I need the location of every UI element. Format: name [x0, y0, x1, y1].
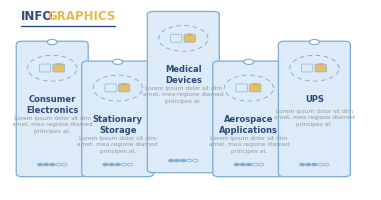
FancyBboxPatch shape	[118, 84, 130, 92]
Circle shape	[56, 163, 61, 166]
Circle shape	[50, 163, 55, 166]
FancyBboxPatch shape	[184, 34, 195, 42]
FancyBboxPatch shape	[253, 83, 257, 85]
Circle shape	[168, 159, 174, 162]
Circle shape	[187, 159, 192, 162]
Text: UPS: UPS	[305, 95, 324, 104]
Text: Lorem ipsum dolor sit dim
amet, mea regione diamed
principes at.: Lorem ipsum dolor sit dim amet, mea regi…	[208, 136, 289, 154]
FancyBboxPatch shape	[315, 64, 327, 72]
Circle shape	[324, 163, 329, 166]
Circle shape	[312, 163, 317, 166]
Circle shape	[240, 163, 245, 166]
Circle shape	[246, 163, 251, 166]
FancyBboxPatch shape	[213, 61, 285, 177]
Circle shape	[47, 39, 57, 45]
FancyBboxPatch shape	[16, 41, 88, 177]
Circle shape	[174, 159, 180, 162]
FancyBboxPatch shape	[147, 11, 219, 173]
FancyBboxPatch shape	[39, 64, 51, 72]
Text: GRAPHICS: GRAPHICS	[47, 10, 115, 23]
Text: Lorem ipsum dolor sit dim
amet, mea regione diamed
principes at.: Lorem ipsum dolor sit dim amet, mea regi…	[274, 109, 355, 127]
Text: Stationary
Storage: Stationary Storage	[93, 115, 143, 135]
Circle shape	[103, 163, 108, 166]
Text: Lorem ipsum dolor sit dim
amet, mea regione diamed
principes at.: Lorem ipsum dolor sit dim amet, mea regi…	[12, 116, 93, 134]
FancyBboxPatch shape	[122, 83, 126, 85]
FancyBboxPatch shape	[279, 41, 351, 177]
Circle shape	[258, 163, 264, 166]
FancyBboxPatch shape	[57, 63, 61, 65]
Circle shape	[181, 159, 186, 162]
Text: Aerospace
Applications: Aerospace Applications	[219, 115, 278, 135]
Circle shape	[62, 163, 67, 166]
Text: INFO: INFO	[21, 10, 53, 23]
Circle shape	[318, 163, 323, 166]
Text: Consumer
Electronics: Consumer Electronics	[26, 95, 78, 115]
Circle shape	[309, 39, 319, 45]
Circle shape	[244, 59, 254, 64]
Circle shape	[37, 163, 43, 166]
Circle shape	[43, 163, 49, 166]
Circle shape	[109, 163, 114, 166]
FancyBboxPatch shape	[236, 84, 247, 92]
FancyBboxPatch shape	[250, 84, 261, 92]
Text: Lorem ipsum dolor sit dim
amet, mea regione diamed
principes at.: Lorem ipsum dolor sit dim amet, mea regi…	[77, 136, 158, 154]
Text: Lorem ipsum dolor sit dim
amet, mea regione diamed
principes at.: Lorem ipsum dolor sit dim amet, mea regi…	[143, 86, 224, 104]
Circle shape	[252, 163, 258, 166]
Circle shape	[115, 163, 120, 166]
FancyBboxPatch shape	[301, 64, 313, 72]
Circle shape	[299, 163, 305, 166]
FancyBboxPatch shape	[53, 64, 64, 72]
FancyBboxPatch shape	[82, 61, 154, 177]
FancyBboxPatch shape	[170, 34, 182, 42]
FancyBboxPatch shape	[188, 34, 192, 35]
FancyBboxPatch shape	[319, 63, 323, 65]
Circle shape	[113, 59, 123, 64]
Circle shape	[121, 163, 126, 166]
Circle shape	[234, 163, 239, 166]
FancyBboxPatch shape	[105, 84, 116, 92]
Text: Medical
Devices: Medical Devices	[165, 65, 202, 85]
Circle shape	[193, 159, 198, 162]
Circle shape	[306, 163, 311, 166]
Circle shape	[127, 163, 133, 166]
